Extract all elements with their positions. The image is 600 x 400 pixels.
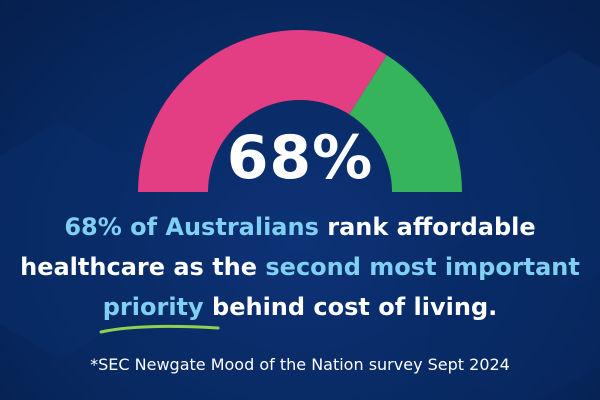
gauge-slice-remainder	[349, 55, 462, 193]
statement-text-behind: behind cost of living.	[203, 293, 498, 321]
statement-text: 68% of Australians rank affordable healt…	[20, 207, 580, 334]
statement-text-rank: rank affordable healthcare as the	[20, 213, 536, 281]
green-underline-stroke	[99, 324, 220, 334]
percentage-value: 68%	[226, 123, 374, 193]
survey-footnote: *SEC Newgate Mood of the Nation survey S…	[90, 355, 510, 374]
statement-highlight-second-most: second most important	[265, 253, 580, 281]
priority-underlined: priority	[99, 287, 220, 334]
statement-highlight-priority: priority	[102, 293, 204, 321]
gauge-slice-primary	[138, 29, 387, 193]
statement-highlight-australians: 68% of Australians	[64, 213, 319, 241]
